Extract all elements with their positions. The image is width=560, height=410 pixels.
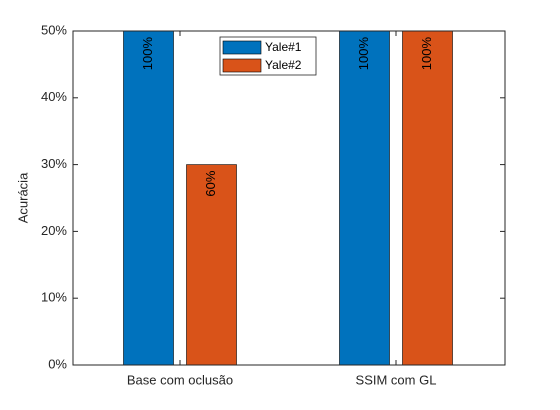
legend-swatch [222, 58, 262, 73]
legend-swatch [222, 40, 262, 55]
axes-box [72, 30, 506, 366]
bar [339, 30, 390, 366]
bar [123, 30, 174, 366]
legend-label: Yale#1 [265, 40, 302, 54]
data-label: 100% [356, 37, 371, 71]
y-axis-label: Acurácia [15, 172, 30, 223]
data-label: 100% [419, 37, 434, 71]
x-tick-label: Base com oclusão [127, 372, 233, 387]
y-tick-label: 30% [41, 156, 67, 171]
legend: Yale#1 Yale#2 [219, 36, 317, 76]
y-tick-label: 40% [41, 89, 67, 104]
data-label: 100% [140, 37, 155, 71]
data-label: 60% [203, 170, 218, 196]
y-tick-label: 10% [41, 290, 67, 305]
bar [402, 30, 453, 366]
x-tick-label: SSIM com GL [356, 372, 437, 387]
y-tick-label: 50% [41, 22, 67, 37]
legend-label: Yale#2 [265, 58, 302, 72]
bar [186, 164, 237, 366]
y-tick-label: 20% [41, 223, 67, 238]
y-tick-label: 0% [48, 356, 67, 371]
